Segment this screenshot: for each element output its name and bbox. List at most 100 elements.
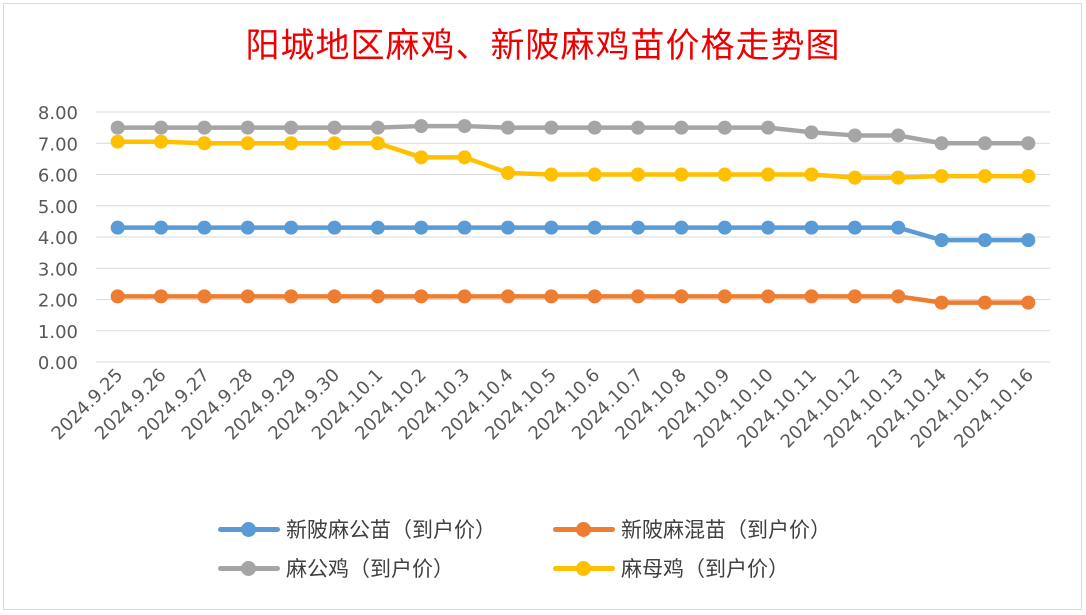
- data-point: [977, 169, 992, 184]
- data-point: [587, 120, 602, 135]
- data-point: [370, 289, 385, 304]
- data-point: [804, 220, 819, 235]
- legend-label: 新陂麻公苗（到户价）: [286, 518, 496, 542]
- data-point: [847, 220, 862, 235]
- y-tick-label: 1.00: [38, 322, 78, 343]
- data-point: [717, 120, 732, 135]
- data-point: [977, 233, 992, 248]
- series-line: [115, 294, 1031, 305]
- data-point: [544, 120, 559, 135]
- y-tick-label: 4.00: [38, 228, 78, 249]
- data-point: [544, 167, 559, 182]
- data-point: [240, 220, 255, 235]
- data-point: [977, 136, 992, 151]
- chart-title: 阳城地区麻鸡、新陂麻鸡苗价格走势图: [245, 26, 841, 66]
- data-point: [674, 289, 689, 304]
- data-point: [977, 295, 992, 310]
- series-line: [115, 139, 1031, 180]
- gridlines: [96, 111, 1050, 363]
- data-point: [717, 167, 732, 182]
- data-point: [631, 167, 646, 182]
- data-point: [240, 120, 255, 135]
- data-point: [327, 120, 342, 135]
- y-tick-label: 5.00: [38, 197, 78, 218]
- data-point: [414, 119, 429, 134]
- data-point: [847, 289, 862, 304]
- data-point: [934, 169, 949, 184]
- data-point: [154, 289, 169, 304]
- x-axis-labels: 2024.9.252024.9.262024.9.272024.9.282024…: [48, 365, 1038, 453]
- data-point: [284, 136, 299, 151]
- data-point: [587, 167, 602, 182]
- data-point: [674, 220, 689, 235]
- series-3: [110, 134, 1036, 185]
- data-point: [891, 220, 906, 235]
- series-line: [115, 225, 1031, 243]
- y-axis-labels: 0.00 1.00 2.00 3.00 4.00 5.00 6.00 7.00 8.00: [38, 103, 78, 374]
- legend-item-series-2: 麻公鸡（到户价）: [218, 553, 454, 583]
- series-line: [115, 123, 1031, 146]
- data-point: [457, 220, 472, 235]
- data-point: [804, 125, 819, 140]
- series-lines: [110, 119, 1036, 310]
- legend-label: 麻母鸡（到户价）: [621, 557, 789, 581]
- data-point: [327, 136, 342, 151]
- data-point: [587, 289, 602, 304]
- data-point: [631, 289, 646, 304]
- data-point: [891, 289, 906, 304]
- data-point: [500, 165, 515, 180]
- legend-swatch: [218, 514, 280, 544]
- data-point: [674, 167, 689, 182]
- data-point: [544, 289, 559, 304]
- legend-item-series-1: 新陂麻混苗（到户价）: [553, 514, 831, 544]
- data-point: [631, 220, 646, 235]
- data-point: [500, 289, 515, 304]
- data-point: [154, 220, 169, 235]
- data-point: [240, 136, 255, 151]
- legend-item-series-3: 麻母鸡（到户价）: [553, 553, 789, 583]
- data-point: [934, 233, 949, 248]
- legend-label: 麻公鸡（到户价）: [286, 557, 454, 581]
- chart-area: [3, 3, 1082, 610]
- legend-swatch: [218, 553, 280, 583]
- y-tick-label: 3.00: [38, 259, 78, 280]
- data-point: [327, 220, 342, 235]
- data-point: [804, 167, 819, 182]
- data-point: [197, 120, 212, 135]
- y-tick-label: 6.00: [38, 166, 78, 187]
- data-point: [197, 289, 212, 304]
- data-point: [934, 136, 949, 151]
- data-point: [761, 120, 776, 135]
- data-point: [240, 289, 255, 304]
- legend: 新陂麻公苗（到户价） 新陂麻混苗（到户价） 麻公鸡（到户价） 麻母鸡（到户价）: [0, 510, 1086, 590]
- data-point: [500, 120, 515, 135]
- data-point: [110, 134, 125, 149]
- data-point: [197, 136, 212, 151]
- data-point: [414, 289, 429, 304]
- data-point: [500, 220, 515, 235]
- data-point: [891, 170, 906, 185]
- data-point: [717, 289, 732, 304]
- y-tick-label: 0.00: [38, 353, 78, 374]
- data-point: [587, 220, 602, 235]
- legend-swatch: [553, 553, 615, 583]
- data-point: [284, 289, 299, 304]
- data-point: [154, 120, 169, 135]
- series-2: [110, 119, 1036, 151]
- y-tick-label: 8.00: [38, 103, 78, 124]
- data-point: [284, 220, 299, 235]
- y-tick-label: 7.00: [38, 134, 78, 155]
- data-point: [847, 170, 862, 185]
- data-point: [717, 220, 732, 235]
- data-point: [197, 220, 212, 235]
- legend-label: 新陂麻混苗（到户价）: [621, 518, 831, 542]
- data-point: [1021, 169, 1036, 184]
- legend-item-series-0: 新陂麻公苗（到户价）: [218, 514, 496, 544]
- data-point: [674, 120, 689, 135]
- data-point: [110, 120, 125, 135]
- data-point: [457, 150, 472, 165]
- data-point: [414, 150, 429, 165]
- data-point: [544, 220, 559, 235]
- data-point: [761, 167, 776, 182]
